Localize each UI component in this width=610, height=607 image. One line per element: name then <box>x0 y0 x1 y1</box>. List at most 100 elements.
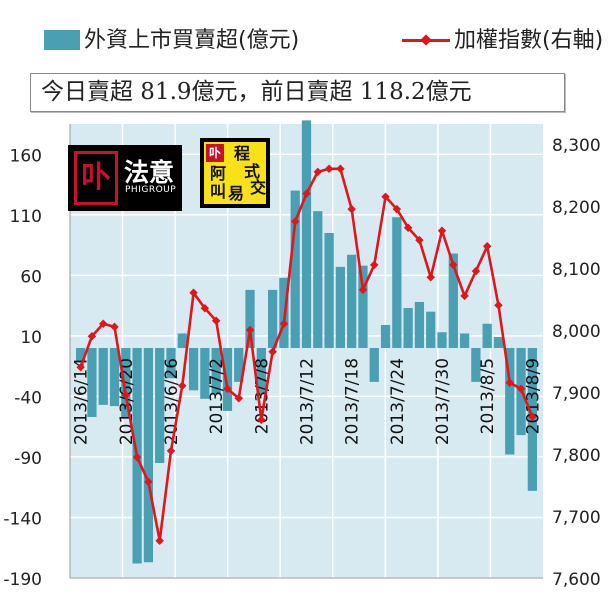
bar-mark <box>505 347 515 455</box>
x-tick-label: 2013/8/5 <box>478 358 498 434</box>
bar-mark <box>155 347 165 463</box>
bar-mark <box>369 347 379 382</box>
bar-mark <box>459 333 470 348</box>
program-logo-char: 叫 <box>210 182 227 201</box>
index-point <box>257 415 266 425</box>
index-point <box>449 260 458 270</box>
bar-mark <box>245 289 255 348</box>
x-tick-label: 2013/7/2 <box>207 358 227 434</box>
bar-mark <box>324 232 334 348</box>
x-tick-label: 2013/7/12 <box>298 358 318 445</box>
program-trading-logo-panel: 卟 程 阿 式 叫 交 易 <box>204 142 266 204</box>
index-point <box>200 304 210 313</box>
index-point <box>494 300 503 310</box>
y-right-tick-label: 7,600 <box>552 570 601 590</box>
bar-mark <box>211 347 221 394</box>
chart-legend: 外資上市買賣超(億元) 加權指數(右軸) <box>44 22 604 53</box>
index-point <box>87 331 97 341</box>
x-tick-label: 2013/7/24 <box>388 358 408 445</box>
x-tick-label: 2013/7/30 <box>433 358 453 445</box>
index-point <box>392 204 402 214</box>
bar-mark <box>426 311 436 348</box>
y-left-tick-label: -40 <box>14 388 42 408</box>
index-point <box>178 381 187 391</box>
index-point <box>245 325 255 335</box>
index-point <box>223 384 232 394</box>
bar-mark <box>166 347 176 379</box>
index-point <box>516 384 526 394</box>
x-tick-label: 2013/7/18 <box>343 358 363 445</box>
program-trading-logo-mark: 卟 <box>206 144 224 162</box>
program-logo-char: 阿 <box>210 164 227 183</box>
index-point <box>268 347 277 356</box>
index-point <box>234 393 243 403</box>
y-right-tick-label: 7,900 <box>552 384 601 404</box>
index-point <box>290 217 300 226</box>
index-point <box>324 164 334 174</box>
index-point <box>110 322 119 332</box>
bar-mark <box>222 347 233 411</box>
phigroup-logo-mark: 卟 <box>74 151 118 205</box>
index-point <box>121 390 131 400</box>
index-point <box>403 223 413 232</box>
y-left-tick-label: -140 <box>3 509 42 529</box>
index-point <box>460 291 469 301</box>
bar-mark <box>493 337 504 348</box>
bar-mark <box>256 347 266 394</box>
index-point <box>132 452 142 462</box>
bar-mark <box>121 347 131 419</box>
index-point <box>482 242 492 251</box>
y-left-tick-label: 110 <box>10 207 42 227</box>
index-point <box>211 316 221 325</box>
bar-mark <box>437 332 447 348</box>
bar-mark <box>234 347 244 382</box>
bar-mark <box>414 301 425 348</box>
y-left-tick-label: 160 <box>10 146 42 166</box>
bar-mark <box>358 265 368 348</box>
bar-mark <box>98 347 108 405</box>
bar-mark <box>301 120 312 348</box>
bar-mark <box>392 217 402 348</box>
bar-mark <box>482 323 492 348</box>
index-point <box>426 273 435 282</box>
bar-mark <box>313 211 323 348</box>
index-point <box>381 192 390 201</box>
index-point <box>302 189 311 198</box>
bar-legend-swatch <box>44 30 80 50</box>
bar-mark <box>188 347 199 391</box>
y-left-tick-label: -190 <box>3 570 42 590</box>
summary-text: 今日賣超 81.9億元，前日賣超 118.2億元 <box>30 73 565 112</box>
index-point <box>347 204 356 214</box>
program-logo-char: 交 <box>250 178 267 197</box>
y-right-tick-label: 7,800 <box>552 446 601 466</box>
bar-mark <box>290 190 300 348</box>
bar-mark <box>347 254 357 348</box>
bar-mark <box>87 347 97 417</box>
x-tick-label: 2013/8/9 <box>523 358 543 434</box>
y-left-tick-label: 60 <box>20 267 42 287</box>
index-point <box>415 235 424 245</box>
bar-mark <box>143 347 154 563</box>
bar-mark <box>200 347 210 399</box>
bar-mark <box>380 324 391 348</box>
index-point <box>76 362 85 372</box>
bar-mark <box>109 347 120 407</box>
y-right-tick-label: 8,100 <box>552 260 601 280</box>
index-point <box>336 164 345 174</box>
program-logo-char: 易 <box>228 184 245 203</box>
y-right-tick-label: 8,300 <box>552 136 601 156</box>
program-trading-logo: 卟 程 阿 式 叫 交 易 <box>200 138 270 208</box>
bar-mark <box>267 289 278 348</box>
bar-mark <box>403 308 413 348</box>
phigroup-logo-subtext: PHIGROUP <box>125 185 177 195</box>
line-legend-label: 加權指數(右軸) <box>454 28 604 53</box>
program-logo-char: 程 <box>234 144 251 163</box>
index-point <box>505 378 515 387</box>
y-left-tick-label: 10 <box>20 328 42 348</box>
index-point <box>189 288 198 298</box>
bar-mark <box>76 347 86 363</box>
bar-legend-label: 外資上市買賣超(億元) <box>84 28 300 53</box>
bar-mark <box>471 347 481 382</box>
phigroup-logo: 卟 法意 PHIGROUP <box>68 145 182 211</box>
